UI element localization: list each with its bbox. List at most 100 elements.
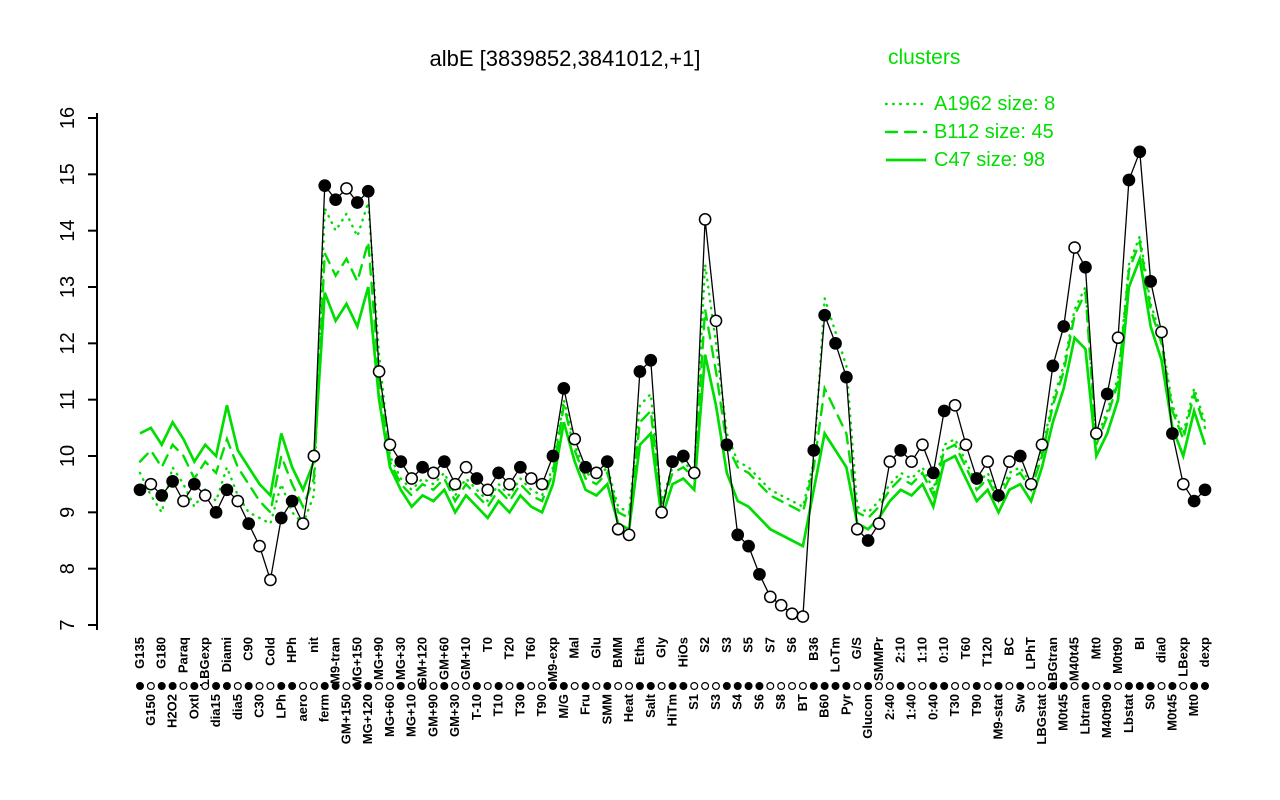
rug-point bbox=[690, 681, 699, 690]
rug-point bbox=[288, 681, 297, 690]
x-tick-label: S6 bbox=[751, 694, 766, 710]
x-tick-label: S1 bbox=[686, 694, 701, 710]
data-point-open bbox=[872, 517, 886, 530]
x-tick-label: T90 bbox=[969, 694, 984, 716]
data-point-filled bbox=[829, 336, 842, 350]
x-tick-label: M40t90 bbox=[1099, 694, 1114, 738]
rug-point bbox=[309, 681, 318, 690]
x-tick-label: LBGtran bbox=[1045, 637, 1060, 689]
data-point-open bbox=[981, 455, 995, 468]
x-tick-label: M40t45 bbox=[1067, 637, 1082, 681]
data-point-open bbox=[850, 522, 864, 536]
x-tick-label: Mt0 bbox=[1186, 694, 1201, 716]
gene-markers bbox=[133, 145, 1212, 623]
x-tick-label: LBGexp bbox=[197, 637, 212, 687]
x-tick-label: G135 bbox=[132, 637, 147, 669]
y-tick-label: 13 bbox=[57, 276, 79, 298]
rug-point bbox=[701, 681, 710, 690]
x-tick-label: LoTm bbox=[828, 637, 843, 672]
data-point-filled bbox=[220, 483, 234, 497]
rug-point bbox=[983, 681, 992, 690]
rug-point bbox=[1146, 681, 1155, 690]
x-tick-label: M/G bbox=[556, 694, 571, 719]
data-point-filled bbox=[285, 494, 299, 508]
rug-point bbox=[212, 681, 221, 690]
x-tick-label: nit bbox=[306, 636, 321, 653]
x-tick-label: M0t90 bbox=[1110, 637, 1125, 674]
x-tick-label: S6 bbox=[784, 637, 799, 653]
rug-point bbox=[385, 681, 394, 690]
data-point-open bbox=[1111, 331, 1125, 345]
x-tick-label: SMM bbox=[599, 694, 614, 724]
x-tick-label: Lbstat bbox=[1121, 693, 1136, 733]
data-point-open bbox=[590, 466, 603, 480]
rug-point bbox=[842, 681, 851, 690]
rug-point bbox=[222, 681, 231, 690]
x-tick-label: Gly bbox=[654, 636, 669, 658]
data-point-filled bbox=[209, 505, 223, 519]
rug-point bbox=[342, 681, 351, 690]
data-point-filled bbox=[818, 308, 831, 322]
rug-point bbox=[581, 681, 590, 690]
x-tick-label: S3 bbox=[708, 694, 723, 710]
rug-point bbox=[1070, 681, 1079, 690]
data-point-filled bbox=[1166, 427, 1179, 440]
data-point-filled bbox=[840, 370, 853, 384]
data-point-filled bbox=[677, 449, 690, 463]
data-point-open bbox=[448, 477, 462, 491]
x-tick-label: dia0 bbox=[1154, 637, 1169, 663]
x-tick-label: Cold bbox=[262, 637, 277, 666]
rug-point bbox=[418, 681, 427, 690]
rug-point bbox=[472, 681, 481, 690]
rug-point bbox=[1048, 681, 1057, 690]
rug-point bbox=[668, 681, 677, 690]
data-point-open bbox=[611, 522, 625, 536]
rug-point bbox=[527, 681, 536, 690]
x-tick-label: LBexp bbox=[1175, 637, 1190, 677]
rug-point bbox=[494, 681, 503, 690]
data-point-filled bbox=[1133, 145, 1147, 159]
rug-point bbox=[722, 681, 731, 690]
rug-point bbox=[1027, 681, 1036, 690]
cluster-line-C47 bbox=[139, 253, 1207, 549]
x-tick-label: T90 bbox=[534, 694, 549, 716]
x-tick-label: T0 bbox=[480, 637, 495, 652]
rug-point bbox=[1005, 681, 1014, 690]
x-tick-label: G180 bbox=[154, 637, 169, 669]
rug-point bbox=[364, 681, 373, 690]
x-tick-label: ferm bbox=[317, 694, 332, 722]
data-point-open bbox=[198, 489, 212, 502]
data-point-filled bbox=[970, 472, 984, 485]
x-tick-label: BI bbox=[1132, 637, 1147, 650]
x-tick-label: B60 bbox=[817, 694, 832, 718]
data-point-open bbox=[622, 528, 636, 542]
rug-point bbox=[538, 681, 547, 690]
data-point-filled bbox=[600, 455, 614, 468]
data-point-open bbox=[459, 460, 473, 474]
x-tick-label: 1:10 bbox=[914, 637, 929, 663]
x-tick-label: T120 bbox=[980, 637, 995, 667]
y-tick-label: 7 bbox=[57, 619, 79, 630]
rug-point bbox=[864, 681, 873, 690]
rug-point bbox=[1200, 681, 1209, 690]
legend-label-c47: C47 size: 98 bbox=[934, 149, 1045, 171]
x-tick-label: Mt0 bbox=[1088, 637, 1103, 659]
data-point-open bbox=[763, 590, 777, 604]
data-point-filled bbox=[644, 353, 658, 367]
rug-point bbox=[951, 681, 960, 690]
rug-point bbox=[994, 681, 1003, 690]
rug-point bbox=[483, 681, 492, 690]
x-tick-label: Lbtran bbox=[1077, 694, 1092, 735]
x-axis-labels: G135 G150 G180 H2O2 Paraq Oxtl LBGexp dia15 Diam… bbox=[132, 636, 1212, 744]
rug-point bbox=[570, 681, 579, 690]
data-point-filled bbox=[1198, 483, 1212, 497]
data-point-open bbox=[796, 610, 810, 623]
data-point-filled bbox=[155, 489, 169, 502]
data-point-open bbox=[1035, 438, 1049, 452]
rug-point bbox=[820, 681, 829, 690]
rug-point bbox=[157, 681, 166, 690]
plot-area: 7 8 9 10 11 12 13 14 15 16 G135 G150 G180 H2O2 Paraq Ox… bbox=[57, 107, 1212, 745]
x-tick-label: M9-tran bbox=[328, 637, 343, 684]
rug-point bbox=[766, 681, 775, 690]
